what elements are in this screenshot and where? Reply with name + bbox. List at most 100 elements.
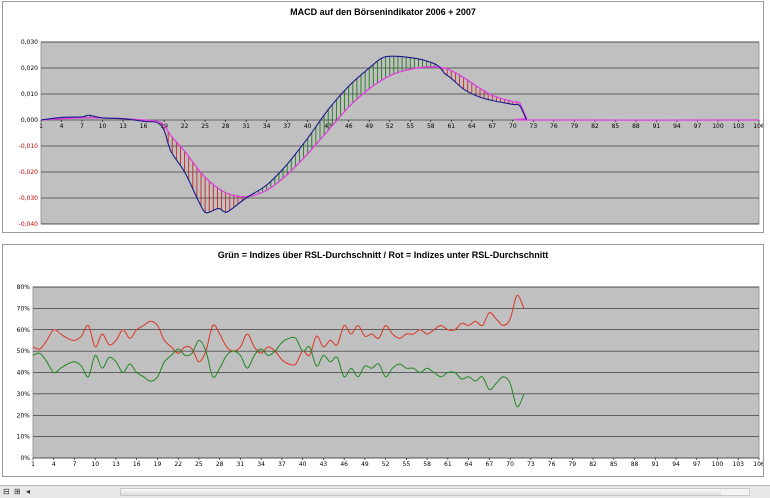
x-tick-label: 58	[423, 461, 431, 468]
x-tick-label: 91	[651, 461, 659, 468]
x-tick-label: 49	[361, 461, 369, 468]
x-tick-label: 100	[712, 123, 724, 130]
x-tick-label: 40	[304, 123, 312, 130]
x-tick-label: 49	[365, 123, 373, 130]
x-tick-label: 103	[733, 123, 745, 130]
x-tick-label: 43	[320, 461, 328, 468]
x-tick-label: 52	[382, 461, 390, 468]
x-tick-label: 25	[201, 123, 209, 130]
x-tick-label: 4	[60, 123, 64, 130]
y-tick-label: 80%	[17, 284, 31, 291]
x-tick-label: 97	[693, 461, 701, 468]
x-tick-label: 67	[488, 123, 496, 130]
x-tick-label: 106	[753, 123, 763, 130]
y-tick-label: 20%	[17, 412, 31, 419]
y-tick-label: -0,030	[19, 195, 39, 202]
x-tick-label: 7	[73, 461, 77, 468]
x-tick-label: 55	[403, 461, 411, 468]
red-series-line	[32, 295, 525, 366]
x-tick-label: 37	[283, 123, 291, 130]
x-tick-label: 16	[133, 461, 141, 468]
x-tick-label: 97	[694, 123, 702, 130]
x-tick-label: 64	[465, 461, 473, 468]
y-tick-label: -0,020	[19, 169, 39, 176]
x-tick-label: 64	[468, 123, 476, 130]
x-tick-label: 58	[427, 123, 435, 130]
macd-chart-title: MACD auf den Börsenindikator 2006 + 2007	[290, 7, 476, 17]
x-tick-label: 61	[444, 461, 452, 468]
horizontal-scrollbar[interactable]	[120, 488, 750, 496]
x-tick-label: 67	[486, 461, 494, 468]
x-tick-label: 16	[140, 123, 148, 130]
x-tick-label: 103	[733, 461, 745, 468]
y-tick-label: 50%	[17, 348, 31, 355]
x-tick-label: 1	[31, 461, 35, 468]
x-tick-label: 85	[610, 461, 618, 468]
x-tick-label: 22	[181, 123, 189, 130]
macd-line	[40, 55, 528, 214]
y-tick-label: 0,020	[21, 65, 38, 72]
x-tick-label: 79	[571, 123, 579, 130]
y-tick-label: 70%	[17, 305, 31, 312]
y-tick-label: 0%	[20, 455, 30, 462]
macd-plot: 0,030 0,020 0,010 0,000 -0,010 -0,020 -0,030 -0…	[19, 39, 763, 228]
scroll-thumb[interactable]	[121, 489, 721, 495]
x-tick-label: 40	[299, 461, 307, 468]
sheet-view-icon[interactable]: ⊞	[14, 487, 21, 496]
x-tick-label: 94	[672, 461, 680, 468]
x-tick-label: 73	[527, 461, 535, 468]
x-tick-label: 7	[80, 123, 84, 130]
x-tick-label: 82	[589, 461, 597, 468]
x-tick-label: 55	[406, 123, 414, 130]
x-tick-label: 70	[506, 461, 514, 468]
green-series-line	[32, 336, 525, 408]
x-tick-label: 19	[154, 461, 162, 468]
macd-chart: MACD auf den Börsenindikator 2006 + 2007…	[2, 1, 764, 233]
x-tick-label: 76	[548, 461, 556, 468]
x-tick-label: 91	[653, 123, 661, 130]
x-tick-label: 46	[345, 123, 353, 130]
rsl-chart-title: Grün = Indizes über RSL-Durchschnitt / R…	[217, 250, 549, 260]
x-tick-label: 28	[222, 123, 230, 130]
x-tick-label: 28	[216, 461, 224, 468]
y-tick-label: 0,000	[21, 117, 38, 124]
x-tick-label: 85	[612, 123, 620, 130]
x-tick-label: 94	[673, 123, 681, 130]
x-tick-label: 13	[112, 461, 120, 468]
y-tick-label: -0,010	[19, 143, 39, 150]
x-tick-label: 31	[242, 123, 250, 130]
y-tick-label: 60%	[17, 327, 31, 334]
x-tick-label: 61	[447, 123, 455, 130]
x-tick-label: 46	[340, 461, 348, 468]
plot-area	[40, 41, 760, 225]
x-tick-label: 31	[237, 461, 245, 468]
x-tick-label: 22	[174, 461, 182, 468]
signal-line	[40, 66, 760, 198]
x-tick-label: 82	[591, 123, 599, 130]
y-tick-label: -0,040	[19, 221, 39, 228]
x-tick-label: 52	[386, 123, 394, 130]
x-tick-label: 25	[195, 461, 203, 468]
x-tick-label: 34	[263, 123, 271, 130]
x-tick-label: 10	[91, 461, 99, 468]
x-tick-label: 88	[632, 123, 640, 130]
y-tick-label: 30%	[17, 391, 31, 398]
x-tick-label: 88	[631, 461, 639, 468]
sheet-nav-icon[interactable]: ⊟	[3, 487, 10, 496]
x-tick-label: 4	[52, 461, 56, 468]
scroll-left-icon[interactable]: ◂	[26, 487, 31, 496]
x-tick-label: 13	[119, 123, 127, 130]
x-tick-label: 73	[530, 123, 538, 130]
x-tick-label: 70	[509, 123, 517, 130]
x-tick-label: 34	[257, 461, 265, 468]
x-tick-label: 1	[39, 123, 43, 130]
x-tick-label: 37	[278, 461, 286, 468]
y-tick-label: 0,010	[21, 91, 38, 98]
y-tick-label: 40%	[17, 370, 31, 377]
y-tick-label: 10%	[17, 434, 31, 441]
sheet-bottom-bar: ⊟ ⊞ ◂	[0, 485, 770, 498]
rsl-plot: 80% 70% 60% 50% 40% 30% 20% 10% 0%1 4 7 10 13 16 19 22 2…	[17, 284, 763, 468]
x-tick-label: 76	[550, 123, 558, 130]
rsl-chart: Grün = Indizes über RSL-Durchschnitt / R…	[2, 244, 764, 477]
x-tick-label: 100	[712, 461, 724, 468]
